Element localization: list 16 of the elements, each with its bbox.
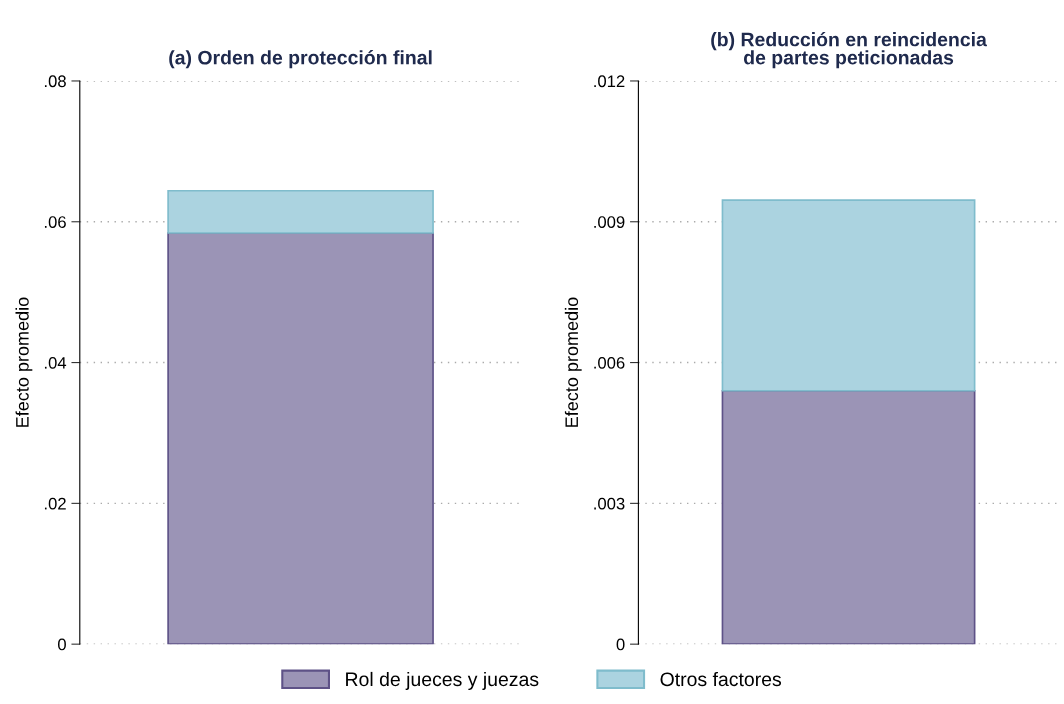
y-tick-label: 0 [57,638,66,651]
y-tick-label: .06 [44,216,66,228]
legend-label: Rol de jueces y juezas [346,671,539,691]
y-tick-label: .009 [594,216,625,228]
y-tick-label: .012 [594,75,625,88]
y-tick-label: .006 [594,356,625,369]
legend-label: Otros factores [660,671,782,687]
chart-title: (a) Orden de protección final [169,50,432,69]
y-tick-label: .04 [44,356,67,369]
y-tick-label: 0 [616,638,625,651]
y-tick-label: .02 [44,497,66,510]
y-axis-title: Efecto promedio [564,297,582,427]
y-tick-label: .08 [44,75,66,88]
y-axis-title: Efecto promedio [15,297,33,427]
y-tick-label: .003 [594,497,625,510]
chart-title: (b) Reducción en reincidencia de partes peticionadas [711,31,987,69]
